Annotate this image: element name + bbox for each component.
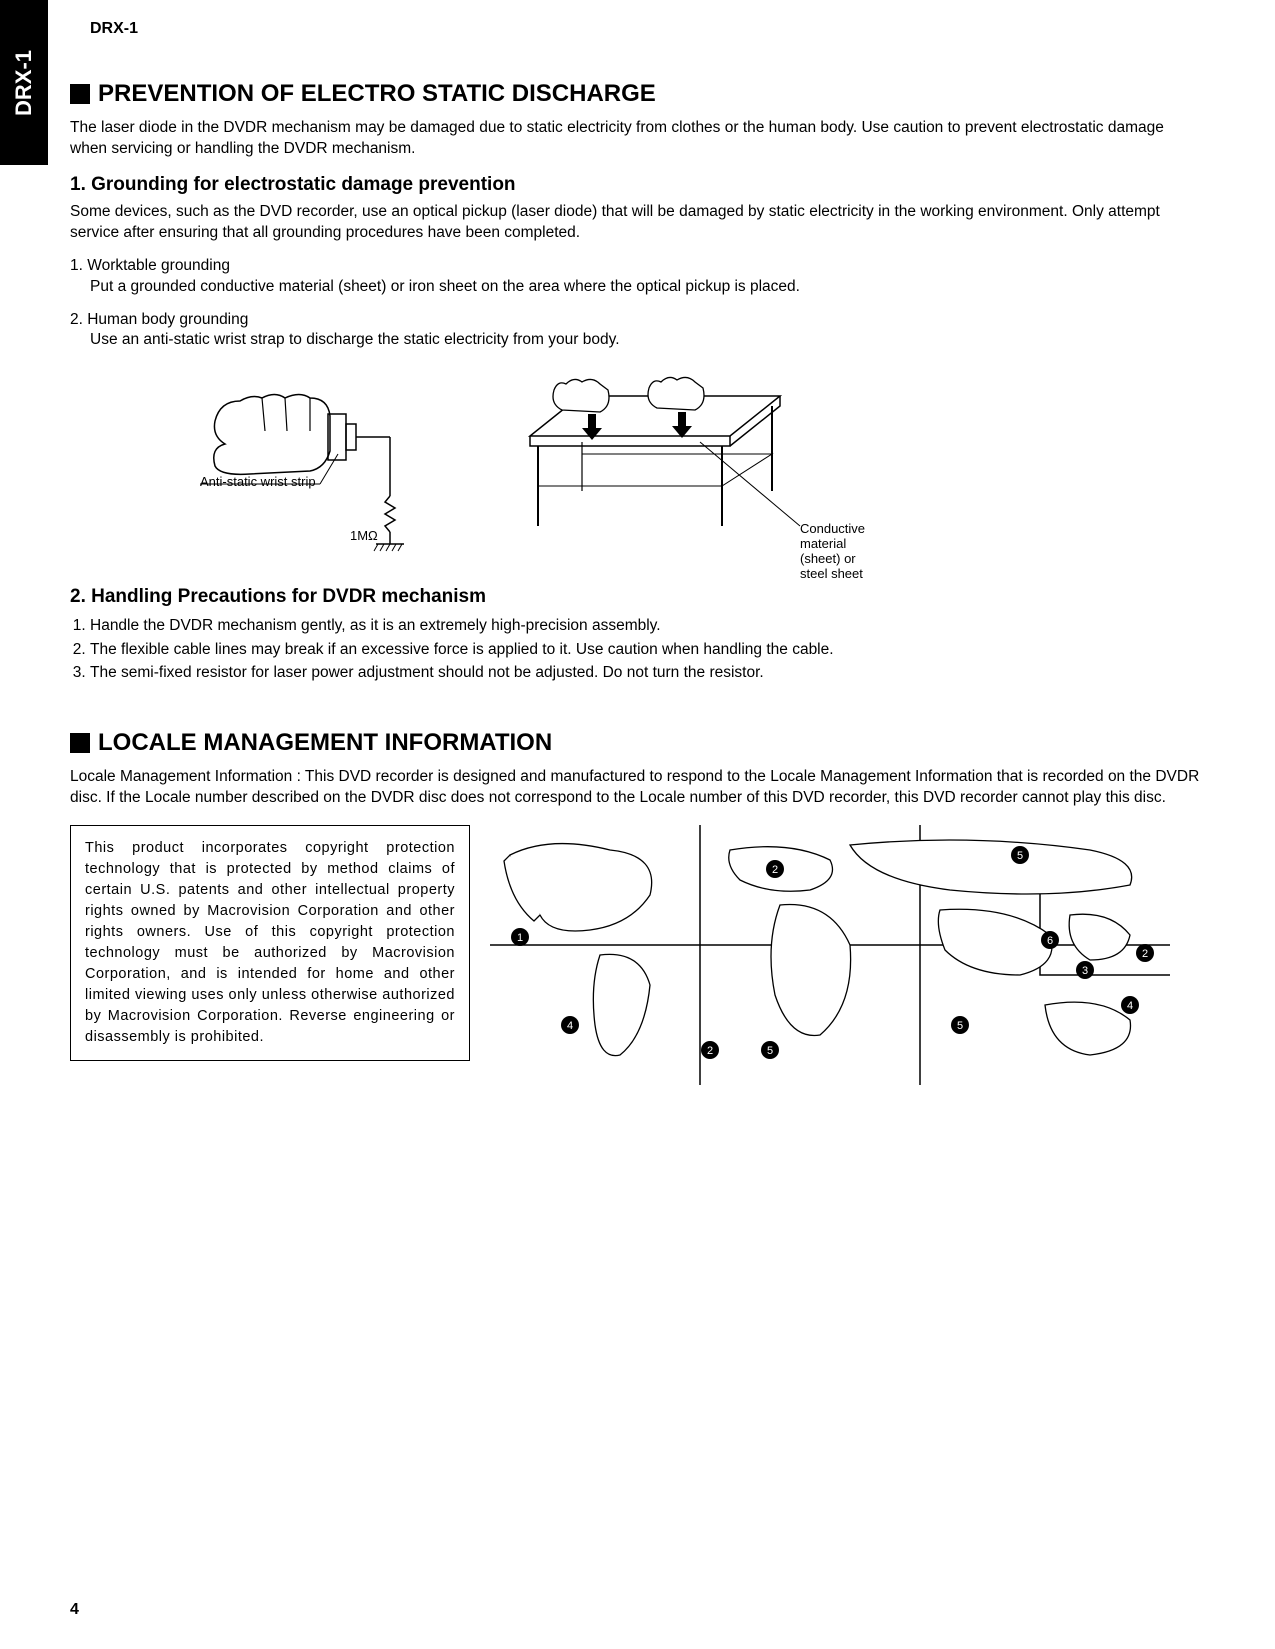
section2-title: LOCALE MANAGEMENT INFORMATION [98, 729, 552, 757]
svg-text:4: 4 [567, 1020, 573, 1032]
fig2-caption-l1: Conductive material [800, 521, 865, 551]
section1-heading: PREVENTION OF ELECTRO STATIC DISCHARGE [70, 80, 1200, 108]
wrist-strap-icon [180, 376, 440, 556]
svg-text:2: 2 [1142, 948, 1148, 960]
svg-text:1: 1 [517, 932, 523, 944]
svg-text:5: 5 [957, 1020, 963, 1032]
sub1-intro: Some devices, such as the DVD recorder, … [70, 202, 1200, 244]
sub2-item: The flexible cable lines may break if an… [90, 638, 1200, 661]
side-tab-label: DRX-1 [11, 49, 37, 115]
svg-text:6: 6 [1047, 935, 1053, 947]
fig2-caption: Conductive material (sheet) or steel she… [800, 521, 880, 581]
section1-intro: The laser diode in the DVDR mechanism ma… [70, 118, 1200, 160]
svg-text:3: 3 [1082, 965, 1088, 977]
sub1-item2-body: Use an anti-static wrist strap to discha… [90, 330, 1200, 351]
locale-row: This product incorporates copyright prot… [70, 825, 1200, 1090]
sub1-item1-body: Put a grounded conductive material (shee… [90, 277, 1200, 298]
sub1-item1-title: 1. Worktable grounding [70, 256, 1200, 277]
fig2-caption-l2: (sheet) or steel sheet [800, 551, 863, 581]
sub1-item2: 2. Human body grounding Use an anti-stat… [70, 310, 1200, 352]
sub2-item: The semi-fixed resistor for laser power … [90, 661, 1200, 684]
svg-text:2: 2 [772, 864, 778, 876]
top-model-label: DRX-1 [90, 20, 138, 38]
page-number: 4 [70, 1601, 79, 1619]
figure-wrist-strap: Anti-static wrist strip 1MΩ [180, 376, 440, 556]
fig1-resistor: 1MΩ [350, 528, 378, 543]
section2-intro: Locale Management Information : This DVD… [70, 767, 1200, 809]
svg-text:2: 2 [707, 1045, 713, 1057]
sub1-heading: 1. Grounding for electrostatic damage pr… [70, 174, 1200, 196]
svg-text:5: 5 [767, 1045, 773, 1057]
world-map-icon: 1 2 2 2 3 4 4 5 5 5 6 [490, 825, 1170, 1085]
sub2-heading: 2. Handling Precautions for DVDR mechani… [70, 586, 1200, 608]
figure-table: Conductive material (sheet) or steel she… [500, 376, 880, 566]
svg-text:5: 5 [1017, 850, 1023, 862]
copyright-notice: This product incorporates copyright prot… [70, 825, 470, 1061]
section2-heading: LOCALE MANAGEMENT INFORMATION [70, 729, 1200, 757]
figure-row: Anti-static wrist strip 1MΩ [180, 376, 1200, 566]
fig1-caption: Anti-static wrist strip [200, 474, 316, 489]
sub1-item1: 1. Worktable grounding Put a grounded co… [70, 256, 1200, 298]
sub2-item: Handle the DVDR mechanism gently, as it … [90, 614, 1200, 637]
figure-world-map: 1 2 2 2 3 4 4 5 5 5 6 [490, 825, 1170, 1090]
page-content: PREVENTION OF ELECTRO STATIC DISCHARGE T… [70, 80, 1200, 1090]
sub1-item2-title: 2. Human body grounding [70, 310, 1200, 331]
svg-text:4: 4 [1127, 1000, 1133, 1012]
sub2-list: Handle the DVDR mechanism gently, as it … [70, 614, 1200, 684]
side-tab: DRX-1 [0, 0, 48, 165]
section1-title: PREVENTION OF ELECTRO STATIC DISCHARGE [98, 80, 656, 108]
